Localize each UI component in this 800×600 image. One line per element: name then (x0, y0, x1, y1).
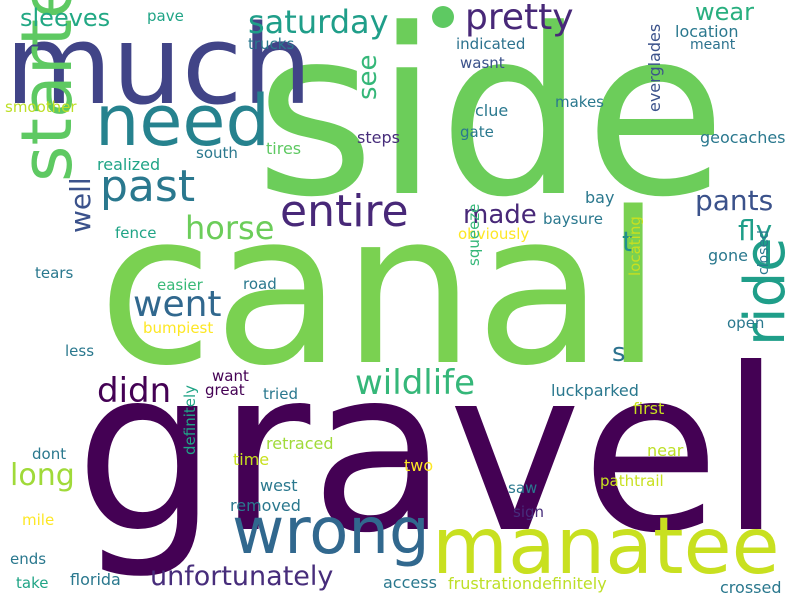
word-makes: makes (555, 93, 604, 111)
word-wrong: wrong (232, 495, 430, 569)
word-much: much (5, 1, 313, 129)
word-see: see (353, 54, 383, 100)
word-obviously: obviously (458, 225, 530, 243)
word-need: need (95, 80, 270, 162)
word-long: long (10, 458, 75, 493)
word-baysure: baysure (543, 210, 603, 228)
word-location: location (675, 22, 739, 41)
word-tires: tires (266, 139, 302, 158)
word-great: great (205, 381, 245, 399)
word-crossed: crossed (720, 578, 782, 597)
word-geocaches: geocaches (700, 128, 786, 147)
word-luckparked: luckparked (551, 381, 639, 400)
word-west: west (260, 476, 298, 495)
word-pretty: pretty (465, 0, 574, 38)
word-south: south (196, 144, 238, 162)
word-pants: pants (695, 184, 774, 217)
word-entire: entire (280, 186, 409, 237)
word-wildlife: wildlife (355, 363, 476, 403)
word-canal: canal (98, 167, 663, 412)
word-retraced: retraced (266, 434, 334, 453)
word-made: made (463, 200, 537, 230)
word-first: first (633, 399, 665, 418)
word-time: time (233, 450, 270, 469)
word-smoother: smoother (5, 98, 77, 116)
word-gone: gone (708, 246, 748, 265)
word-everglades: everglades (645, 23, 664, 112)
word-gate: gate (460, 123, 494, 141)
word-s: s (612, 338, 626, 368)
word-past: past (100, 161, 196, 212)
word-ends: ends (10, 550, 47, 568)
word-fence: fence (115, 224, 157, 242)
word-didn: didn (97, 371, 172, 411)
word-tried: tried (263, 385, 298, 403)
word-gravel: gravel (75, 321, 783, 583)
word-dont: dont (32, 445, 67, 463)
word-trucks: trucks (248, 35, 295, 53)
word-access: access (383, 573, 437, 592)
word-removed: removed (230, 496, 301, 515)
word-bumpiest: bumpiest (143, 319, 214, 337)
word-clue: clue (475, 101, 509, 120)
word-definitely: definitely (181, 384, 199, 455)
word-sign: sign (513, 503, 545, 521)
word-side: side (255, 0, 727, 248)
word-frustrationdefinitely: frustrationdefinitely (448, 574, 607, 593)
word-indicated: indicated (456, 35, 526, 53)
word-near: near (647, 441, 684, 460)
word-sleeves: sleeves (20, 4, 111, 32)
word-manatee: manatee (432, 502, 780, 592)
word-closed: closed (756, 230, 772, 275)
word-pathtrail: pathtrail (600, 472, 664, 490)
word-unfortunately: unfortunately (150, 561, 334, 592)
word-tears: tears (35, 264, 74, 282)
word-two: two (404, 456, 434, 475)
word-fly: fly (738, 214, 773, 247)
word-realized: realized (97, 155, 161, 174)
word-horse: horse (185, 209, 275, 247)
word-t: t (622, 225, 633, 258)
word-wear: wear (695, 0, 754, 26)
word-want: want (212, 367, 249, 385)
word-meant: meant (690, 37, 736, 53)
word-road: road (243, 275, 277, 293)
word-steps: steps (357, 128, 400, 147)
word-saturday: saturday (248, 3, 389, 41)
word-squeeze: squeeze (465, 203, 483, 266)
word-pave: pave (147, 7, 184, 25)
word-mile: mile (22, 511, 55, 529)
word-open: open (727, 314, 765, 332)
word-wasnt: wasnt (460, 54, 505, 72)
word-take: take (16, 574, 49, 592)
word-went: went (133, 284, 222, 325)
dot-mark (432, 6, 454, 28)
word-well: well (64, 177, 97, 233)
word-less: less (65, 342, 95, 360)
word-florida: florida (70, 570, 121, 589)
word-easier: easier (157, 276, 203, 294)
word-locating: locating (626, 216, 644, 276)
word-bay: bay (585, 188, 615, 207)
word-saw: saw (508, 479, 538, 497)
